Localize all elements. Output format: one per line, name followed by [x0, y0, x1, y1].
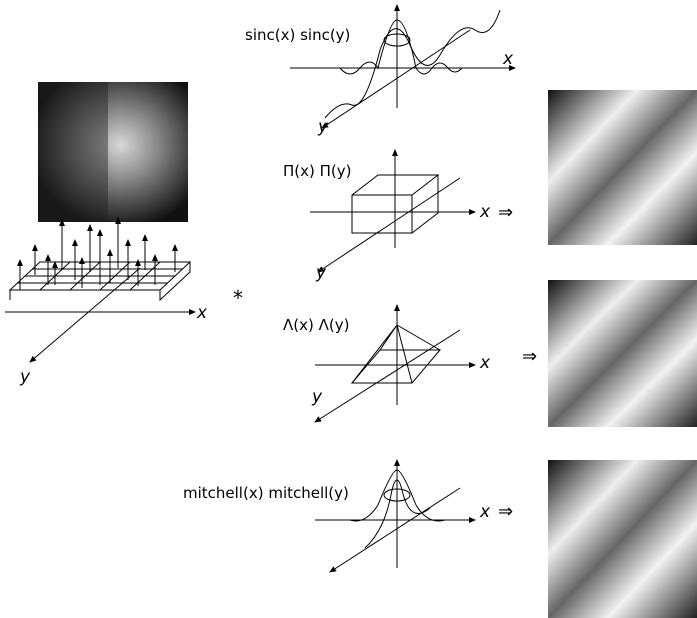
result-image	[548, 460, 697, 618]
y-label: y	[311, 387, 323, 407]
kernel-label: Π(x) Π(y)	[283, 162, 352, 180]
result-image	[548, 280, 697, 427]
y-label: y	[317, 117, 329, 137]
arrow: ⇒	[498, 202, 513, 223]
y-label: y	[315, 263, 327, 283]
x-label: x	[479, 502, 491, 522]
x-label: x	[479, 353, 491, 373]
x-label: x	[479, 202, 491, 222]
sample-grid	[5, 218, 195, 362]
mitchell-plot	[315, 460, 475, 572]
arrow: ⇒	[522, 346, 537, 367]
arrow: ⇒	[498, 501, 513, 522]
kernel-label: mitchell(x) mitchell(y)	[183, 484, 349, 502]
x-label: x	[502, 49, 514, 69]
diagram: x y * sinc(x) sinc(y) x y Π(x) Π(y) x y …	[0, 0, 697, 618]
kernel-label: Λ(x) Λ(y)	[283, 316, 349, 334]
grid-x-label: x	[196, 303, 208, 323]
sinc-plot	[290, 5, 515, 128]
result-image	[548, 90, 697, 245]
photo-shade	[38, 82, 108, 222]
kernel-label: sinc(x) sinc(y)	[245, 26, 350, 44]
grid-y-label: y	[19, 367, 31, 387]
operator: *	[233, 286, 243, 310]
